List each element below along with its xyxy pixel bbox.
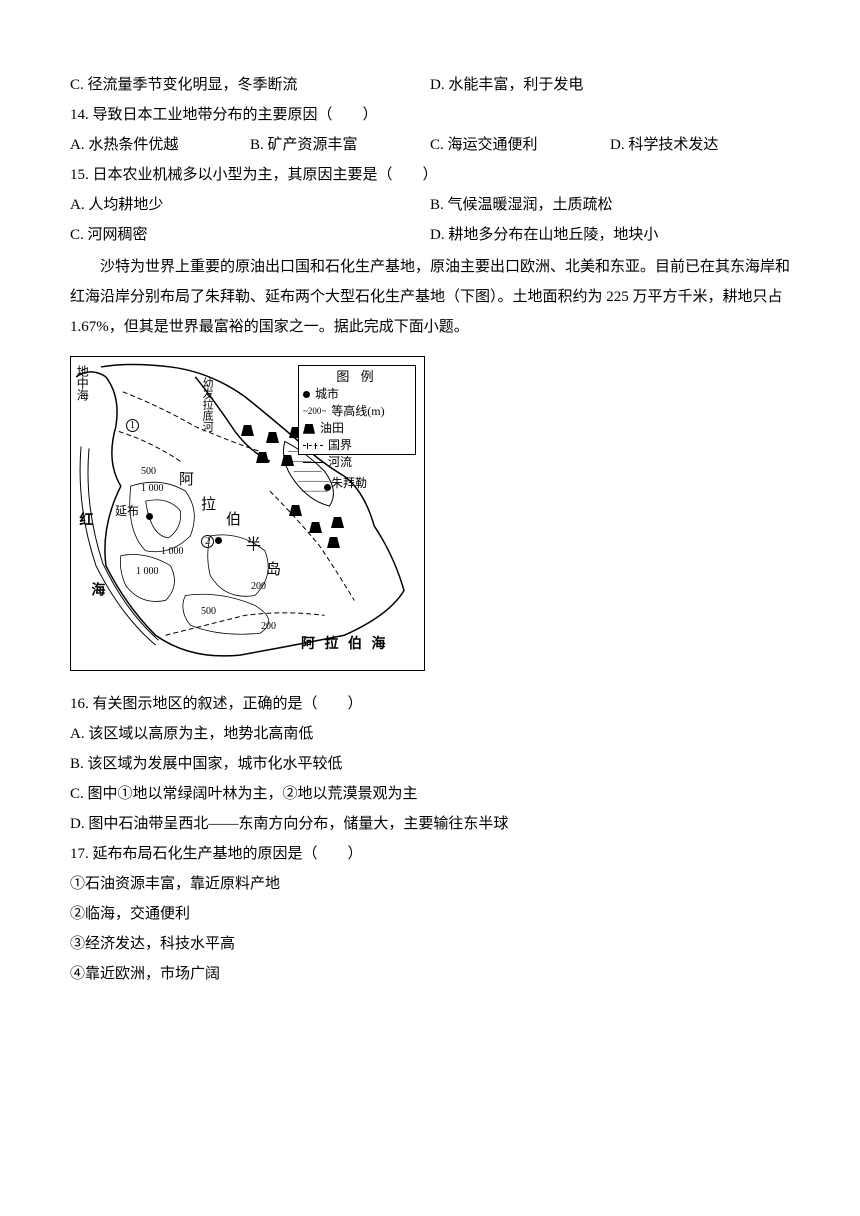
label-mediterranean: 地中海 <box>75 365 88 401</box>
contour-500b: 500 <box>201 602 216 622</box>
label-sea: 海 <box>89 582 104 596</box>
q14-opt-a: A. 水热条件优越 <box>70 130 250 160</box>
q14-opt-b: B. 矿产资源丰富 <box>250 130 430 160</box>
q16-opt-a: A. 该区域以高原为主，地势北高南低 <box>70 719 790 749</box>
contour-200a: 200 <box>251 577 266 597</box>
q15-opt-d: D. 耕地多分布在山地丘陵，地块小 <box>430 220 790 250</box>
legend-border: 国界 <box>303 437 411 454</box>
legend-river: 河流 <box>303 454 411 471</box>
q17-item-2: ②临海，交通便利 <box>70 899 790 929</box>
q13-opt-d: D. 水能丰富，利于发电 <box>430 70 790 100</box>
q13-options-row: C. 径流量季节变化明显，冬季断流 D. 水能丰富，利于发电 <box>70 70 790 100</box>
q16-stem: 16. 有关图示地区的叙述，正确的是（ ） <box>70 689 790 719</box>
city-yanbu <box>146 513 153 520</box>
contour-1000b: 1 000 <box>161 542 184 562</box>
q15-opt-c: C. 河网稠密 <box>70 220 430 250</box>
legend-contour: ~200~等高线(m) <box>303 403 411 420</box>
city-jubail <box>324 484 331 491</box>
legend-title: 图 例 <box>303 368 411 386</box>
label-arab5: 岛 <box>266 562 281 579</box>
label-arabian-sea: 阿 拉 伯 海 <box>301 637 389 652</box>
q16-opt-d: D. 图中石油带呈西北——东南方向分布，储量大，主要输往东半球 <box>70 809 790 839</box>
label-yanbu: 延布 <box>115 505 139 518</box>
circled-2: 2 <box>201 535 214 548</box>
q17-item-1: ①石油资源丰富，靠近原料产地 <box>70 869 790 899</box>
contour-1000a: 1 000 <box>141 479 164 499</box>
label-arab2: 拉 <box>201 497 216 514</box>
city-2 <box>215 537 222 544</box>
legend-oilfield: 油田 <box>303 420 411 437</box>
q17-item-3: ③经济发达，科技水平高 <box>70 929 790 959</box>
label-red: 红 <box>77 512 92 526</box>
label-euphrates: 幼发拉底河 <box>201 377 213 432</box>
passage-text: 沙特为世界上重要的原油出口国和石化生产基地，原油主要出口欧洲、北美和东亚。目前已… <box>70 252 790 342</box>
contour-1000c: 1 000 <box>136 562 159 582</box>
legend-city: 城市 <box>303 386 411 403</box>
q16-opt-c: C. 图中①地以常绿阔叶林为主，②地以荒漠景观为主 <box>70 779 790 809</box>
label-arab1: 阿 <box>179 472 194 489</box>
map-legend: 图 例 城市 ~200~等高线(m) 油田 国界 河流 <box>298 365 416 455</box>
q15-options-2: C. 河网稠密 D. 耕地多分布在山地丘陵，地块小 <box>70 220 790 250</box>
q14-opt-c: C. 海运交通便利 <box>430 130 610 160</box>
label-arab4: 半 <box>246 537 261 554</box>
q16-opt-b: B. 该区域为发展中国家，城市化水平较低 <box>70 749 790 779</box>
q15-options-1: A. 人均耕地少 B. 气候温暖湿润，土质疏松 <box>70 190 790 220</box>
q17-item-4: ④靠近欧洲，市场广阔 <box>70 959 790 989</box>
q13-opt-c: C. 径流量季节变化明显，冬季断流 <box>70 70 430 100</box>
q15-stem: 15. 日本农业机械多以小型为主，其原因主要是（ ） <box>70 160 790 190</box>
arabian-peninsula-map: 地中海 幼发拉底河 红 海 阿 拉 伯 半 岛 朱拜勒 延布 阿 拉 伯 海 5… <box>70 356 425 671</box>
q17-stem: 17. 延布布局石化生产基地的原因是（ ） <box>70 839 790 869</box>
label-jubail: 朱拜勒 <box>331 477 367 490</box>
q14-options: A. 水热条件优越 B. 矿产资源丰富 C. 海运交通便利 D. 科学技术发达 <box>70 130 790 160</box>
q15-opt-a: A. 人均耕地少 <box>70 190 430 220</box>
q14-opt-d: D. 科学技术发达 <box>610 130 790 160</box>
q14-stem: 14. 导致日本工业地带分布的主要原因（ ） <box>70 100 790 130</box>
contour-200b: 200 <box>261 617 276 637</box>
q15-opt-b: B. 气候温暖湿润，土质疏松 <box>430 190 790 220</box>
circled-1: 1 <box>126 419 139 432</box>
label-arab3: 伯 <box>226 512 241 529</box>
